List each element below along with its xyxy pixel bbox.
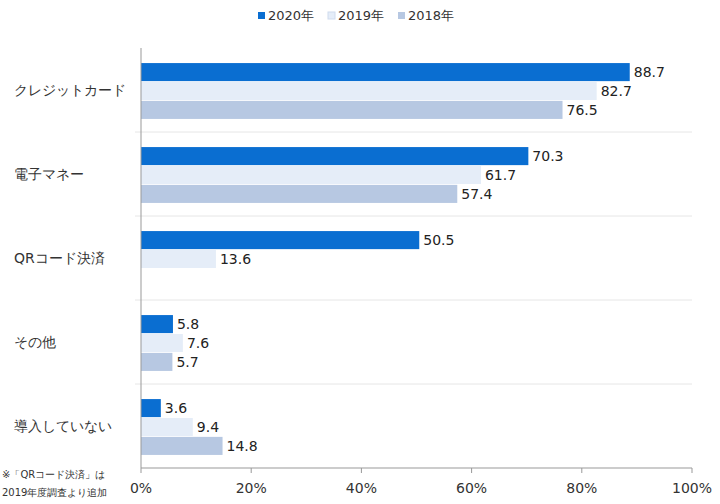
bar xyxy=(141,250,216,268)
category-separator xyxy=(135,300,692,301)
chart: 0% 20% 40% 60% 80% 100% 88.7 70.3 50.5 5.8 3.6 82.7… xyxy=(0,0,720,504)
data-label: 88.7 xyxy=(634,64,665,80)
legend-swatch xyxy=(258,12,265,19)
bar xyxy=(141,418,193,436)
tick-label: 0% xyxy=(130,480,152,496)
data-label: 13.6 xyxy=(220,251,251,267)
data-label: 9.4 xyxy=(197,419,219,435)
data-label: 70.3 xyxy=(532,148,563,164)
bar xyxy=(141,334,183,352)
legend-swatch xyxy=(328,12,335,19)
category-label: QRコード決済 xyxy=(14,250,105,266)
tick-label: 80% xyxy=(566,480,597,496)
category-label: 導入していない xyxy=(14,418,112,434)
tick-mark xyxy=(361,468,362,473)
bar xyxy=(141,82,597,100)
tick-label: 60% xyxy=(456,480,487,496)
data-label: 61.7 xyxy=(485,167,516,183)
bar xyxy=(141,63,630,81)
bar xyxy=(141,315,173,333)
y-axis xyxy=(141,48,142,468)
data-label: 3.6 xyxy=(165,400,187,416)
data-label: 76.5 xyxy=(567,102,598,118)
category-label: 電子マネー xyxy=(14,166,84,182)
bar xyxy=(141,437,223,455)
bar xyxy=(141,185,457,203)
category-separator xyxy=(135,132,692,133)
data-label: 5.8 xyxy=(177,316,199,332)
legend-label: 2018年 xyxy=(408,8,454,23)
legend-label: 2019年 xyxy=(338,8,384,23)
annotation: ※「QRコード決済」は xyxy=(2,469,105,480)
data-label: 7.6 xyxy=(187,335,209,351)
x-axis xyxy=(141,468,692,469)
category-separator xyxy=(135,216,692,217)
tick-label: 100% xyxy=(672,480,712,496)
tick-mark xyxy=(692,468,693,473)
tick-label: 40% xyxy=(346,480,377,496)
category-label: クレジットカード xyxy=(14,82,126,98)
tick-label: 20% xyxy=(236,480,267,496)
chart-root: 0% 20% 40% 60% 80% 100% 88.7 70.3 50.5 5.8 3.6 82.7… xyxy=(0,0,720,504)
data-label: 14.8 xyxy=(227,438,258,454)
data-label: 50.5 xyxy=(423,232,454,248)
data-label: 5.7 xyxy=(176,354,198,370)
category-separator xyxy=(135,384,692,385)
legend-label: 2020年 xyxy=(268,8,314,23)
bar xyxy=(141,166,481,184)
legend-swatch xyxy=(398,12,405,19)
data-label: 82.7 xyxy=(601,83,632,99)
bar xyxy=(141,353,172,371)
tick-mark xyxy=(251,468,252,473)
tick-mark xyxy=(471,468,472,473)
annotation: 2019年度調査より追加 xyxy=(2,487,107,498)
data-label: 57.4 xyxy=(461,186,492,202)
data-labels: 88.7 70.3 50.5 5.8 3.6 82.7 61.7 13.6 7.6 9.4 76.5… xyxy=(165,64,665,454)
category-label: その他 xyxy=(14,334,56,350)
bars xyxy=(141,63,630,455)
tick-mark xyxy=(581,468,582,473)
bar xyxy=(141,101,563,119)
bar xyxy=(141,399,161,417)
tick-mark xyxy=(141,468,142,473)
bar xyxy=(141,147,528,165)
bar xyxy=(141,231,419,249)
